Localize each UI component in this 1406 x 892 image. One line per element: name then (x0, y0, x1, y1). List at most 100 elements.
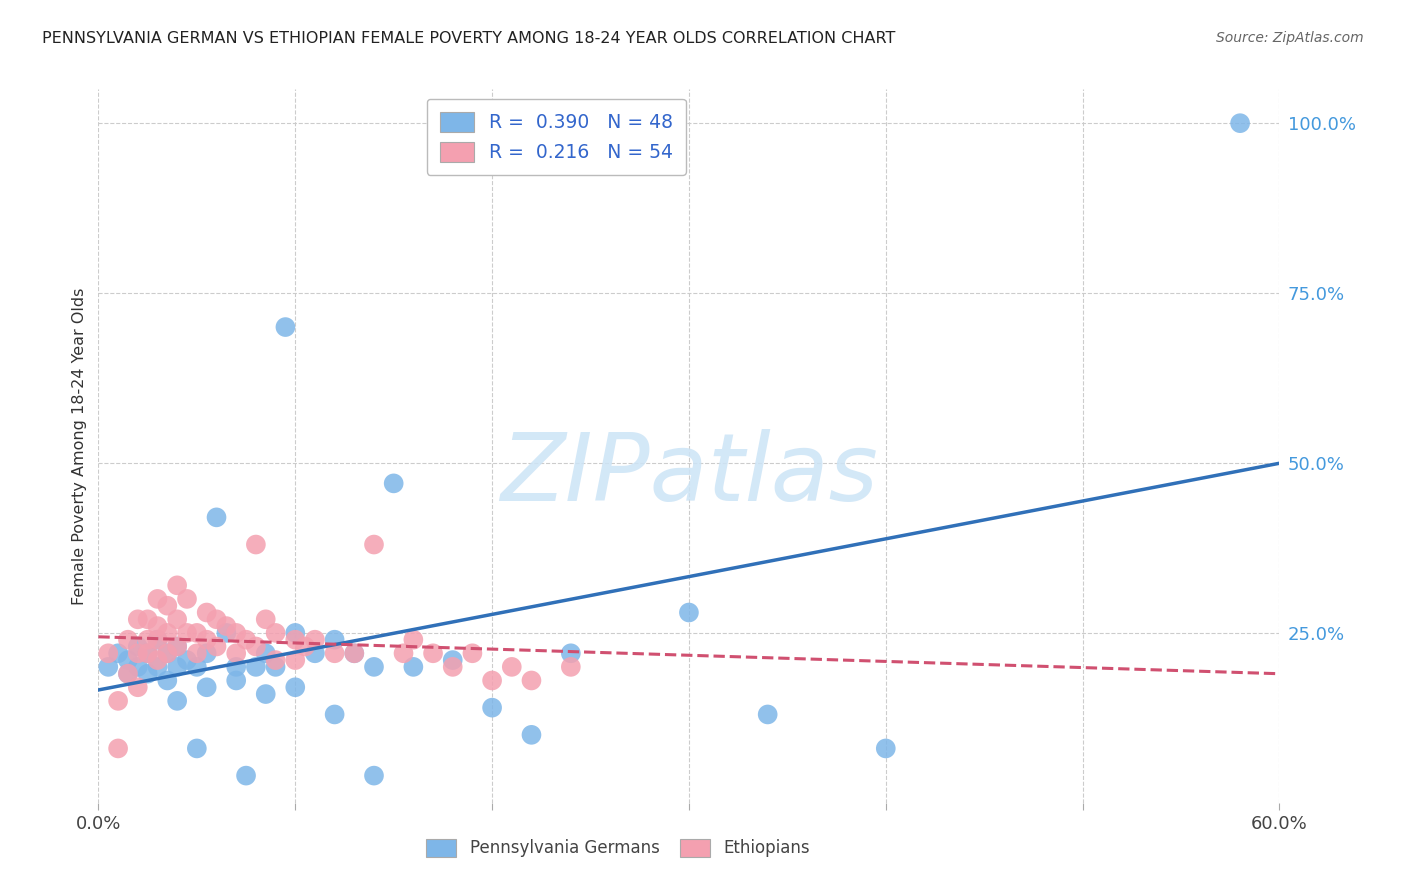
Point (166, 612, 188, 626)
Point (225, 660, 247, 674)
Point (166, 640, 188, 654)
Point (363, 769, 385, 783)
Point (117, 666, 139, 681)
Point (501, 660, 523, 674)
Point (392, 646, 415, 660)
Point (245, 660, 267, 674)
Point (382, 476, 405, 491)
Point (225, 646, 247, 660)
Point (304, 632, 326, 647)
Point (176, 626, 198, 640)
Point (225, 673, 247, 688)
Point (304, 646, 326, 660)
Point (146, 632, 169, 647)
Point (363, 537, 385, 551)
Point (195, 606, 218, 620)
Point (146, 653, 169, 667)
Point (264, 653, 287, 667)
Point (264, 660, 287, 674)
Point (205, 640, 228, 654)
Point (481, 700, 503, 714)
Point (422, 646, 444, 660)
Point (156, 626, 179, 640)
Point (127, 680, 149, 694)
Point (186, 660, 208, 674)
Legend: Pennsylvania Germans, Ethiopians: Pennsylvania Germans, Ethiopians (418, 830, 818, 866)
Point (343, 646, 366, 660)
Point (402, 660, 425, 674)
Point (146, 632, 169, 647)
Point (245, 640, 267, 654)
Point (560, 660, 582, 674)
Point (678, 606, 700, 620)
Point (441, 660, 464, 674)
Point (254, 687, 277, 701)
Point (166, 694, 188, 708)
Point (195, 680, 218, 694)
Point (136, 612, 159, 626)
Point (166, 660, 188, 674)
Point (245, 537, 267, 551)
Point (402, 632, 425, 647)
Point (127, 660, 149, 674)
Point (264, 626, 287, 640)
Point (560, 646, 582, 660)
Point (117, 666, 139, 681)
Text: PENNSYLVANIA GERMAN VS ETHIOPIAN FEMALE POVERTY AMONG 18-24 YEAR OLDS CORRELATIO: PENNSYLVANIA GERMAN VS ETHIOPIAN FEMALE … (42, 31, 896, 46)
Point (117, 653, 139, 667)
Point (294, 640, 316, 654)
Point (97, 660, 120, 674)
Point (461, 646, 484, 660)
Text: ZIPatlas: ZIPatlas (501, 429, 877, 520)
Point (343, 646, 366, 660)
Point (323, 707, 346, 722)
Point (136, 646, 159, 660)
Point (215, 626, 238, 640)
Point (274, 320, 297, 334)
Point (254, 646, 277, 660)
Point (441, 653, 464, 667)
Point (520, 728, 543, 742)
Point (205, 612, 228, 626)
Point (323, 646, 346, 660)
Point (136, 632, 159, 647)
Point (481, 673, 503, 688)
Point (136, 646, 159, 660)
Point (195, 646, 218, 660)
Point (235, 632, 257, 647)
Point (136, 666, 159, 681)
Point (176, 591, 198, 606)
Point (107, 694, 129, 708)
Point (166, 578, 188, 592)
Point (156, 646, 179, 660)
Point (205, 510, 228, 524)
Point (323, 632, 346, 647)
Point (756, 707, 779, 722)
Point (284, 653, 307, 667)
Point (146, 619, 169, 633)
Point (195, 632, 218, 647)
Point (284, 680, 307, 694)
Point (186, 646, 208, 660)
Point (235, 769, 257, 783)
Point (284, 632, 307, 647)
Y-axis label: Female Poverty Among 18-24 Year Olds: Female Poverty Among 18-24 Year Olds (72, 287, 87, 605)
Point (166, 640, 188, 654)
Text: Source: ZipAtlas.com: Source: ZipAtlas.com (1216, 31, 1364, 45)
Point (156, 646, 179, 660)
Point (284, 626, 307, 640)
Point (520, 673, 543, 688)
Point (215, 619, 238, 633)
Point (146, 591, 169, 606)
Point (127, 640, 149, 654)
Point (117, 632, 139, 647)
Point (156, 673, 179, 688)
Point (225, 626, 247, 640)
Point (186, 741, 208, 756)
Point (107, 646, 129, 660)
Point (127, 646, 149, 660)
Point (127, 612, 149, 626)
Point (97, 646, 120, 660)
Point (156, 599, 179, 613)
Point (363, 660, 385, 674)
